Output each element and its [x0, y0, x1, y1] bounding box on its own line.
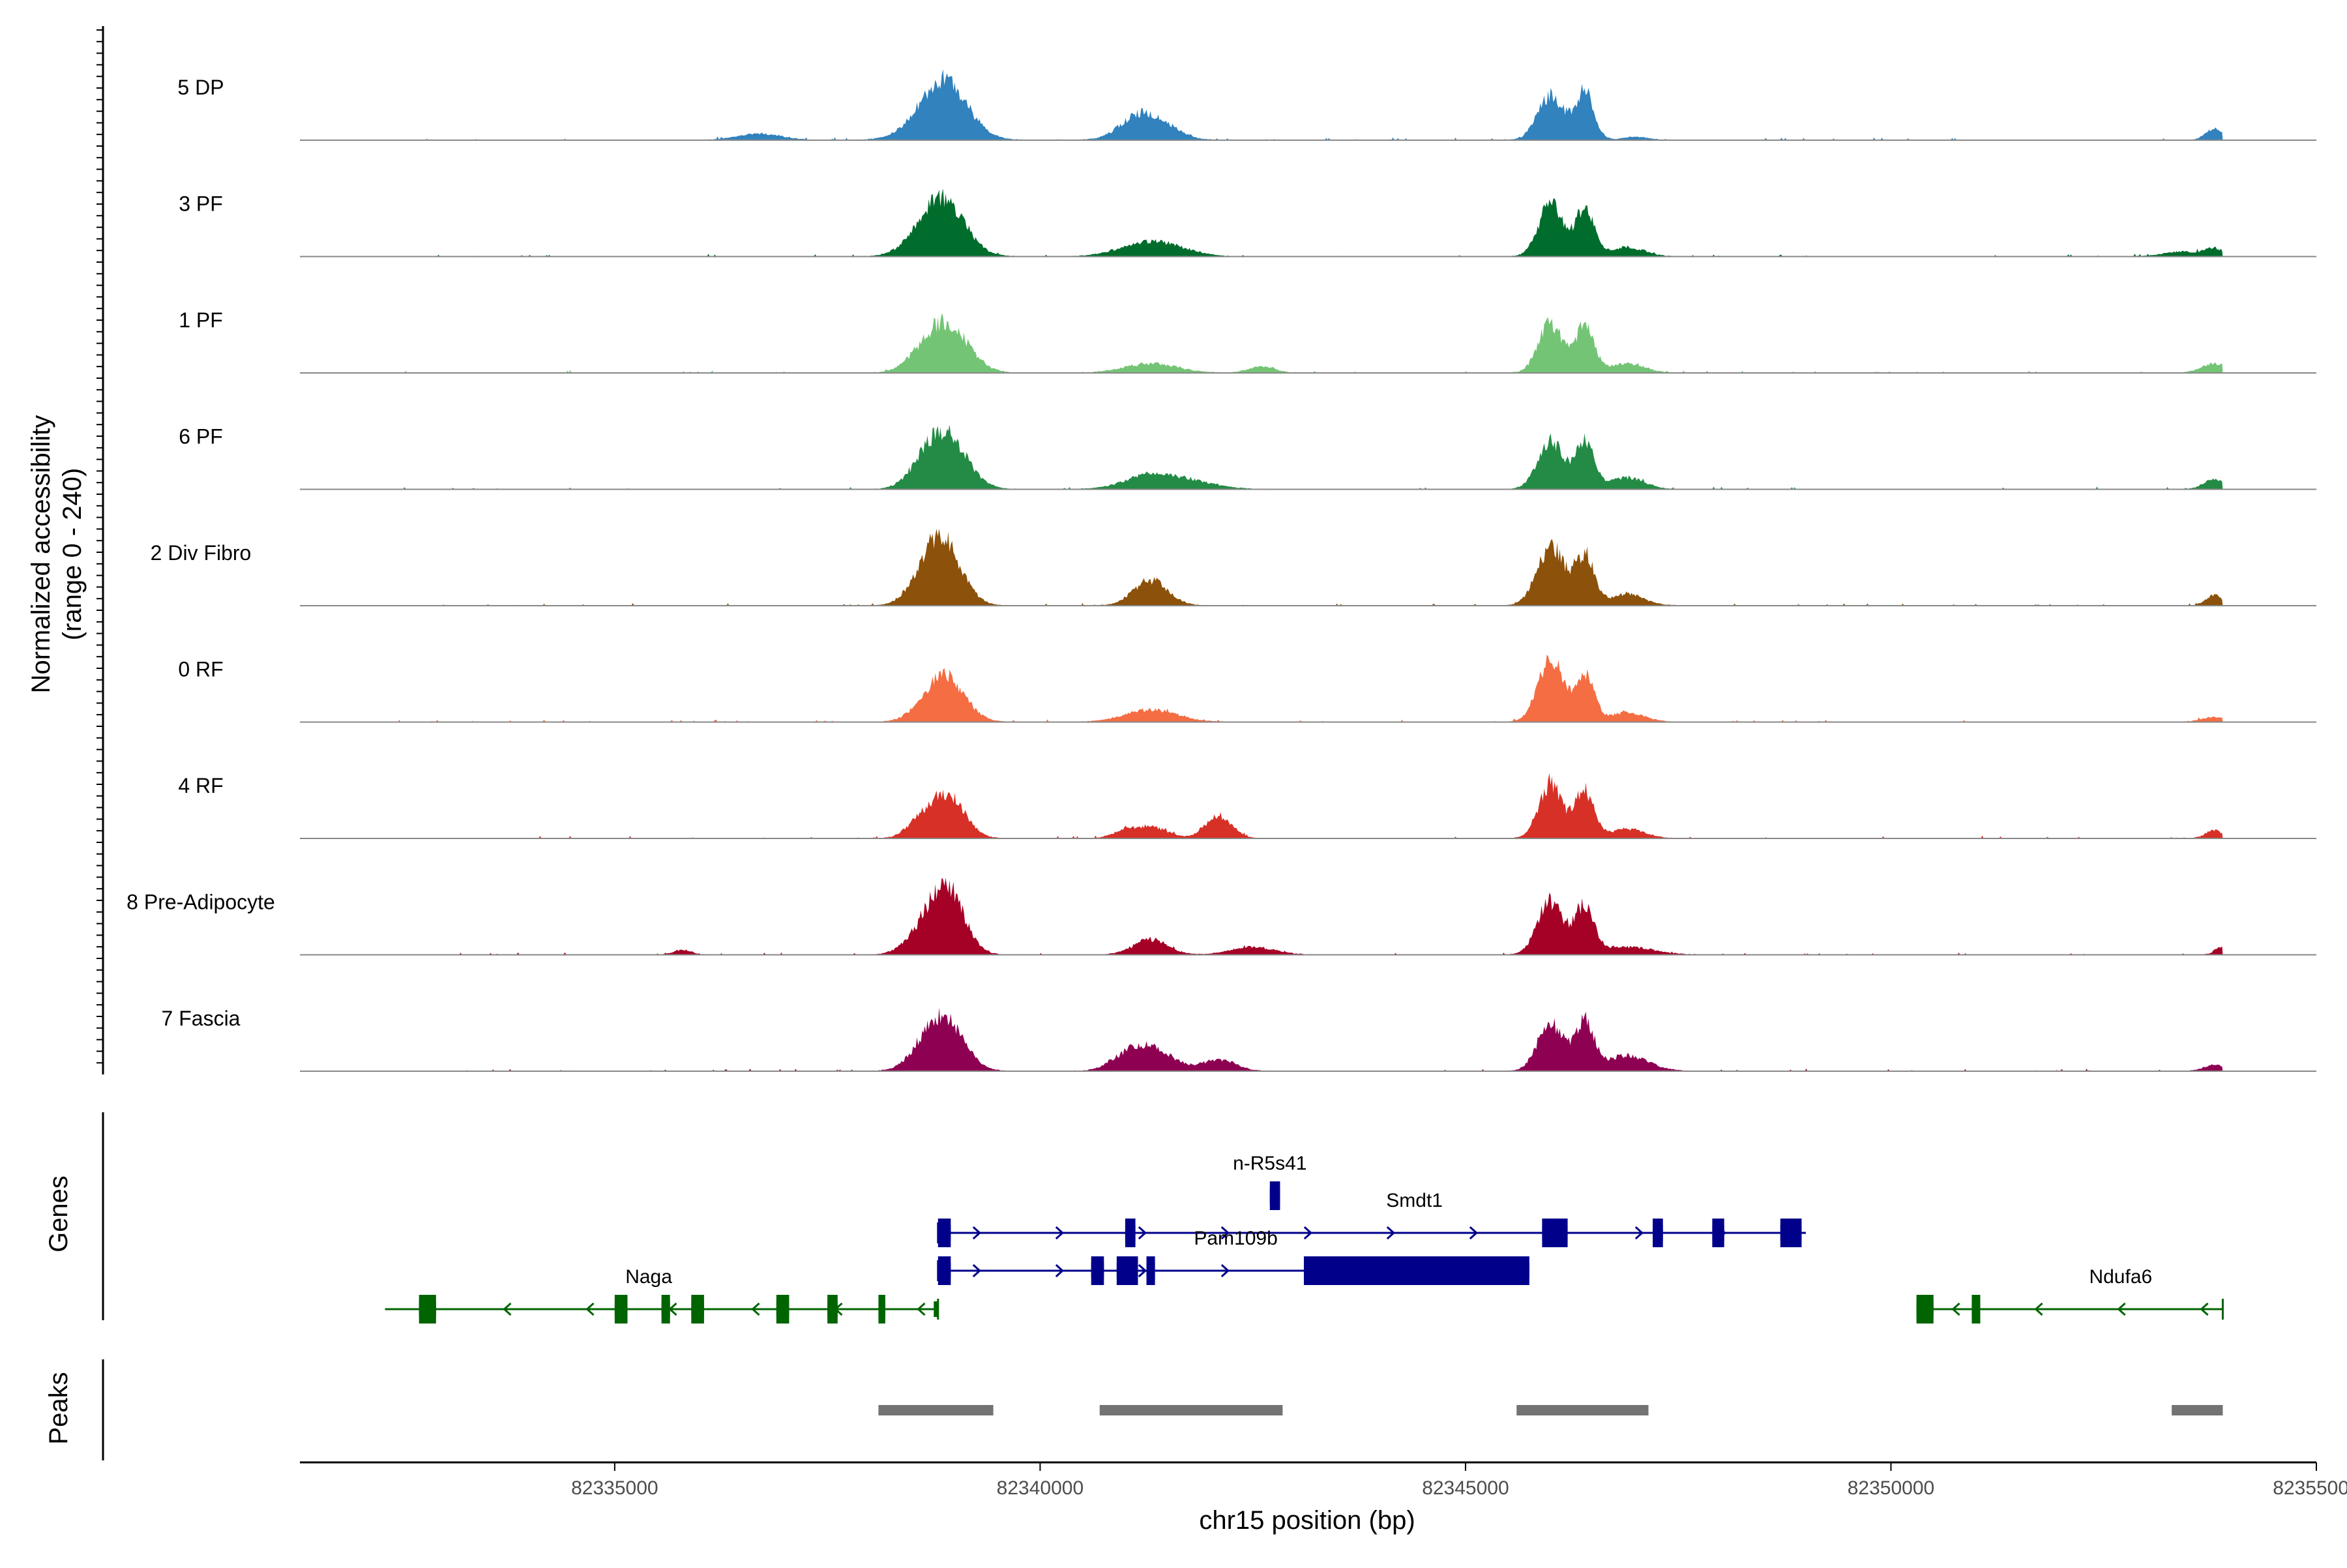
gene-cds-exon — [1542, 1219, 1568, 1247]
peak-region — [2172, 1405, 2223, 1415]
peak-region — [1516, 1405, 1649, 1415]
strand-arrow — [1386, 1226, 1396, 1240]
coverage-area — [385, 655, 2223, 722]
x-axis-title: chr15 position (bp) — [1199, 1506, 1415, 1535]
strand-arrow — [1951, 1302, 1960, 1316]
gene-cds-exon — [776, 1295, 790, 1324]
gene-cds-exon — [1116, 1256, 1138, 1285]
x-tick-label: 82355000 — [2273, 1477, 2347, 1499]
coverage-area — [385, 313, 2223, 373]
strand-arrow — [585, 1302, 595, 1316]
coverage-track-4-rf: 4 RF — [178, 773, 2316, 839]
genes-track-title: Genes — [44, 1176, 73, 1252]
track-label: 3 PF — [179, 192, 223, 216]
peaks-layer — [878, 1405, 2223, 1415]
gene-cds-exon — [1303, 1256, 1529, 1285]
gene-cds-exon — [1653, 1219, 1663, 1247]
x-tick-label: 82340000 — [997, 1477, 1084, 1499]
strand-arrow — [1055, 1264, 1065, 1278]
coverage-track-3-pf: 3 PF — [179, 188, 2316, 258]
coverage-area — [385, 69, 2223, 140]
y-axis-title: Normalized accessibility — [27, 415, 55, 694]
strand-arrow — [503, 1302, 512, 1316]
coverage-track-6-pf: 6 PF — [179, 424, 2316, 490]
gene-cds-exon — [614, 1295, 628, 1324]
y-axis-range: (range 0 - 240) — [58, 468, 87, 641]
gene-label: Ndufa6 — [2089, 1266, 2152, 1288]
gene-n-r5s41: n-R5s41 — [1233, 1153, 1306, 1210]
gene-cds-exon — [1916, 1295, 1934, 1324]
coverage-area — [385, 878, 2223, 955]
strand-arrow — [1303, 1226, 1313, 1240]
strand-arrow — [1138, 1264, 1147, 1278]
gene-cds-exon — [827, 1295, 838, 1324]
strand-arrow — [1220, 1226, 1230, 1240]
track-label: 5 DP — [177, 76, 224, 99]
peak-region — [1099, 1405, 1283, 1415]
strand-arrow — [972, 1226, 982, 1240]
gene-label: n-R5s41 — [1233, 1153, 1306, 1174]
strand-arrow — [1469, 1226, 1479, 1240]
gene-cds-exon — [1971, 1295, 1981, 1324]
strand-arrow — [1634, 1226, 1644, 1240]
gene-cds-exon — [1780, 1219, 1802, 1247]
strand-arrow — [1055, 1226, 1065, 1240]
gene-cds-exon — [1269, 1181, 1280, 1210]
strand-arrow — [2034, 1302, 2043, 1316]
coverage-area — [385, 424, 2223, 490]
coverage-track-2-div-fibro: 2 Div Fibro — [151, 529, 2316, 606]
coverage-layer: 5 DP 3 PF 1 PF 6 PF 2 Div Fibro 0 RF 4 RF 8 Pre… — [126, 69, 2316, 1072]
coverage-track-0-rf: 0 RF — [178, 655, 2316, 723]
gene-pam109b: Pam109b — [937, 1228, 1529, 1285]
track-label: 1 PF — [179, 308, 223, 332]
coverage-area — [385, 529, 2223, 606]
coverage-track-5-dp: 5 DP — [177, 69, 2316, 141]
gene-cds-exon — [1712, 1219, 1724, 1247]
gene-label: Smdt1 — [1386, 1190, 1443, 1211]
track-label: 4 RF — [178, 774, 223, 797]
peak-region — [878, 1405, 994, 1415]
gene-cds-exon — [878, 1295, 885, 1324]
x-tick-label: 82350000 — [1848, 1477, 1934, 1499]
x-tick-label: 82345000 — [1422, 1477, 1509, 1499]
x-tick-label: 82335000 — [571, 1477, 658, 1499]
track-label: 6 PF — [179, 425, 223, 449]
gene-utr-exon — [934, 1301, 938, 1317]
gene-cds-exon — [1146, 1256, 1155, 1285]
peaks-track-title: Peaks — [44, 1372, 73, 1444]
gene-cds-exon — [937, 1256, 951, 1285]
gene-cds-exon — [419, 1295, 436, 1324]
genes-layer: n-R5s41 Smdt1 Pam109b Naga Ndufa6 — [385, 1153, 2224, 1324]
strand-arrow — [2200, 1302, 2209, 1316]
coverage-track-7-fascia: 7 Fascia — [162, 1007, 2316, 1072]
track-label: 2 Div Fibro — [151, 541, 252, 565]
gene-cds-exon — [691, 1295, 704, 1324]
gene-label: Pam109b — [1194, 1228, 1277, 1249]
strand-arrow — [2117, 1302, 2126, 1316]
strand-arrow — [751, 1302, 760, 1316]
coverage-track-1-pf: 1 PF — [179, 308, 2316, 374]
gene-cds-exon — [661, 1295, 670, 1324]
gene-cds-exon — [1125, 1219, 1136, 1247]
gene-cds-exon — [1091, 1256, 1104, 1285]
strand-arrow — [1138, 1226, 1147, 1240]
track-label: 0 RF — [178, 658, 223, 681]
gene-ndufa6: Ndufa6 — [1916, 1266, 2224, 1324]
gene-naga: Naga — [385, 1266, 939, 1324]
axis-layer: 82335000 82340000 82345000 82350000 82355000 — [96, 26, 2347, 1499]
gene-cds-exon — [937, 1219, 951, 1247]
coverage-area — [385, 773, 2223, 838]
coverage-area — [385, 1007, 2223, 1071]
track-label: 8 Pre-Adipocyte — [126, 891, 275, 914]
strand-arrow — [917, 1302, 926, 1316]
strand-arrow — [1220, 1264, 1230, 1278]
coverage-area — [385, 188, 2223, 257]
strand-arrow — [972, 1264, 982, 1278]
coverage-track-8-pre-adipocyte: 8 Pre-Adipocyte — [126, 878, 2316, 956]
track-label: 7 Fascia — [162, 1007, 241, 1030]
gene-smdt1: Smdt1 — [937, 1190, 1806, 1247]
gene-label: Naga — [625, 1266, 672, 1288]
